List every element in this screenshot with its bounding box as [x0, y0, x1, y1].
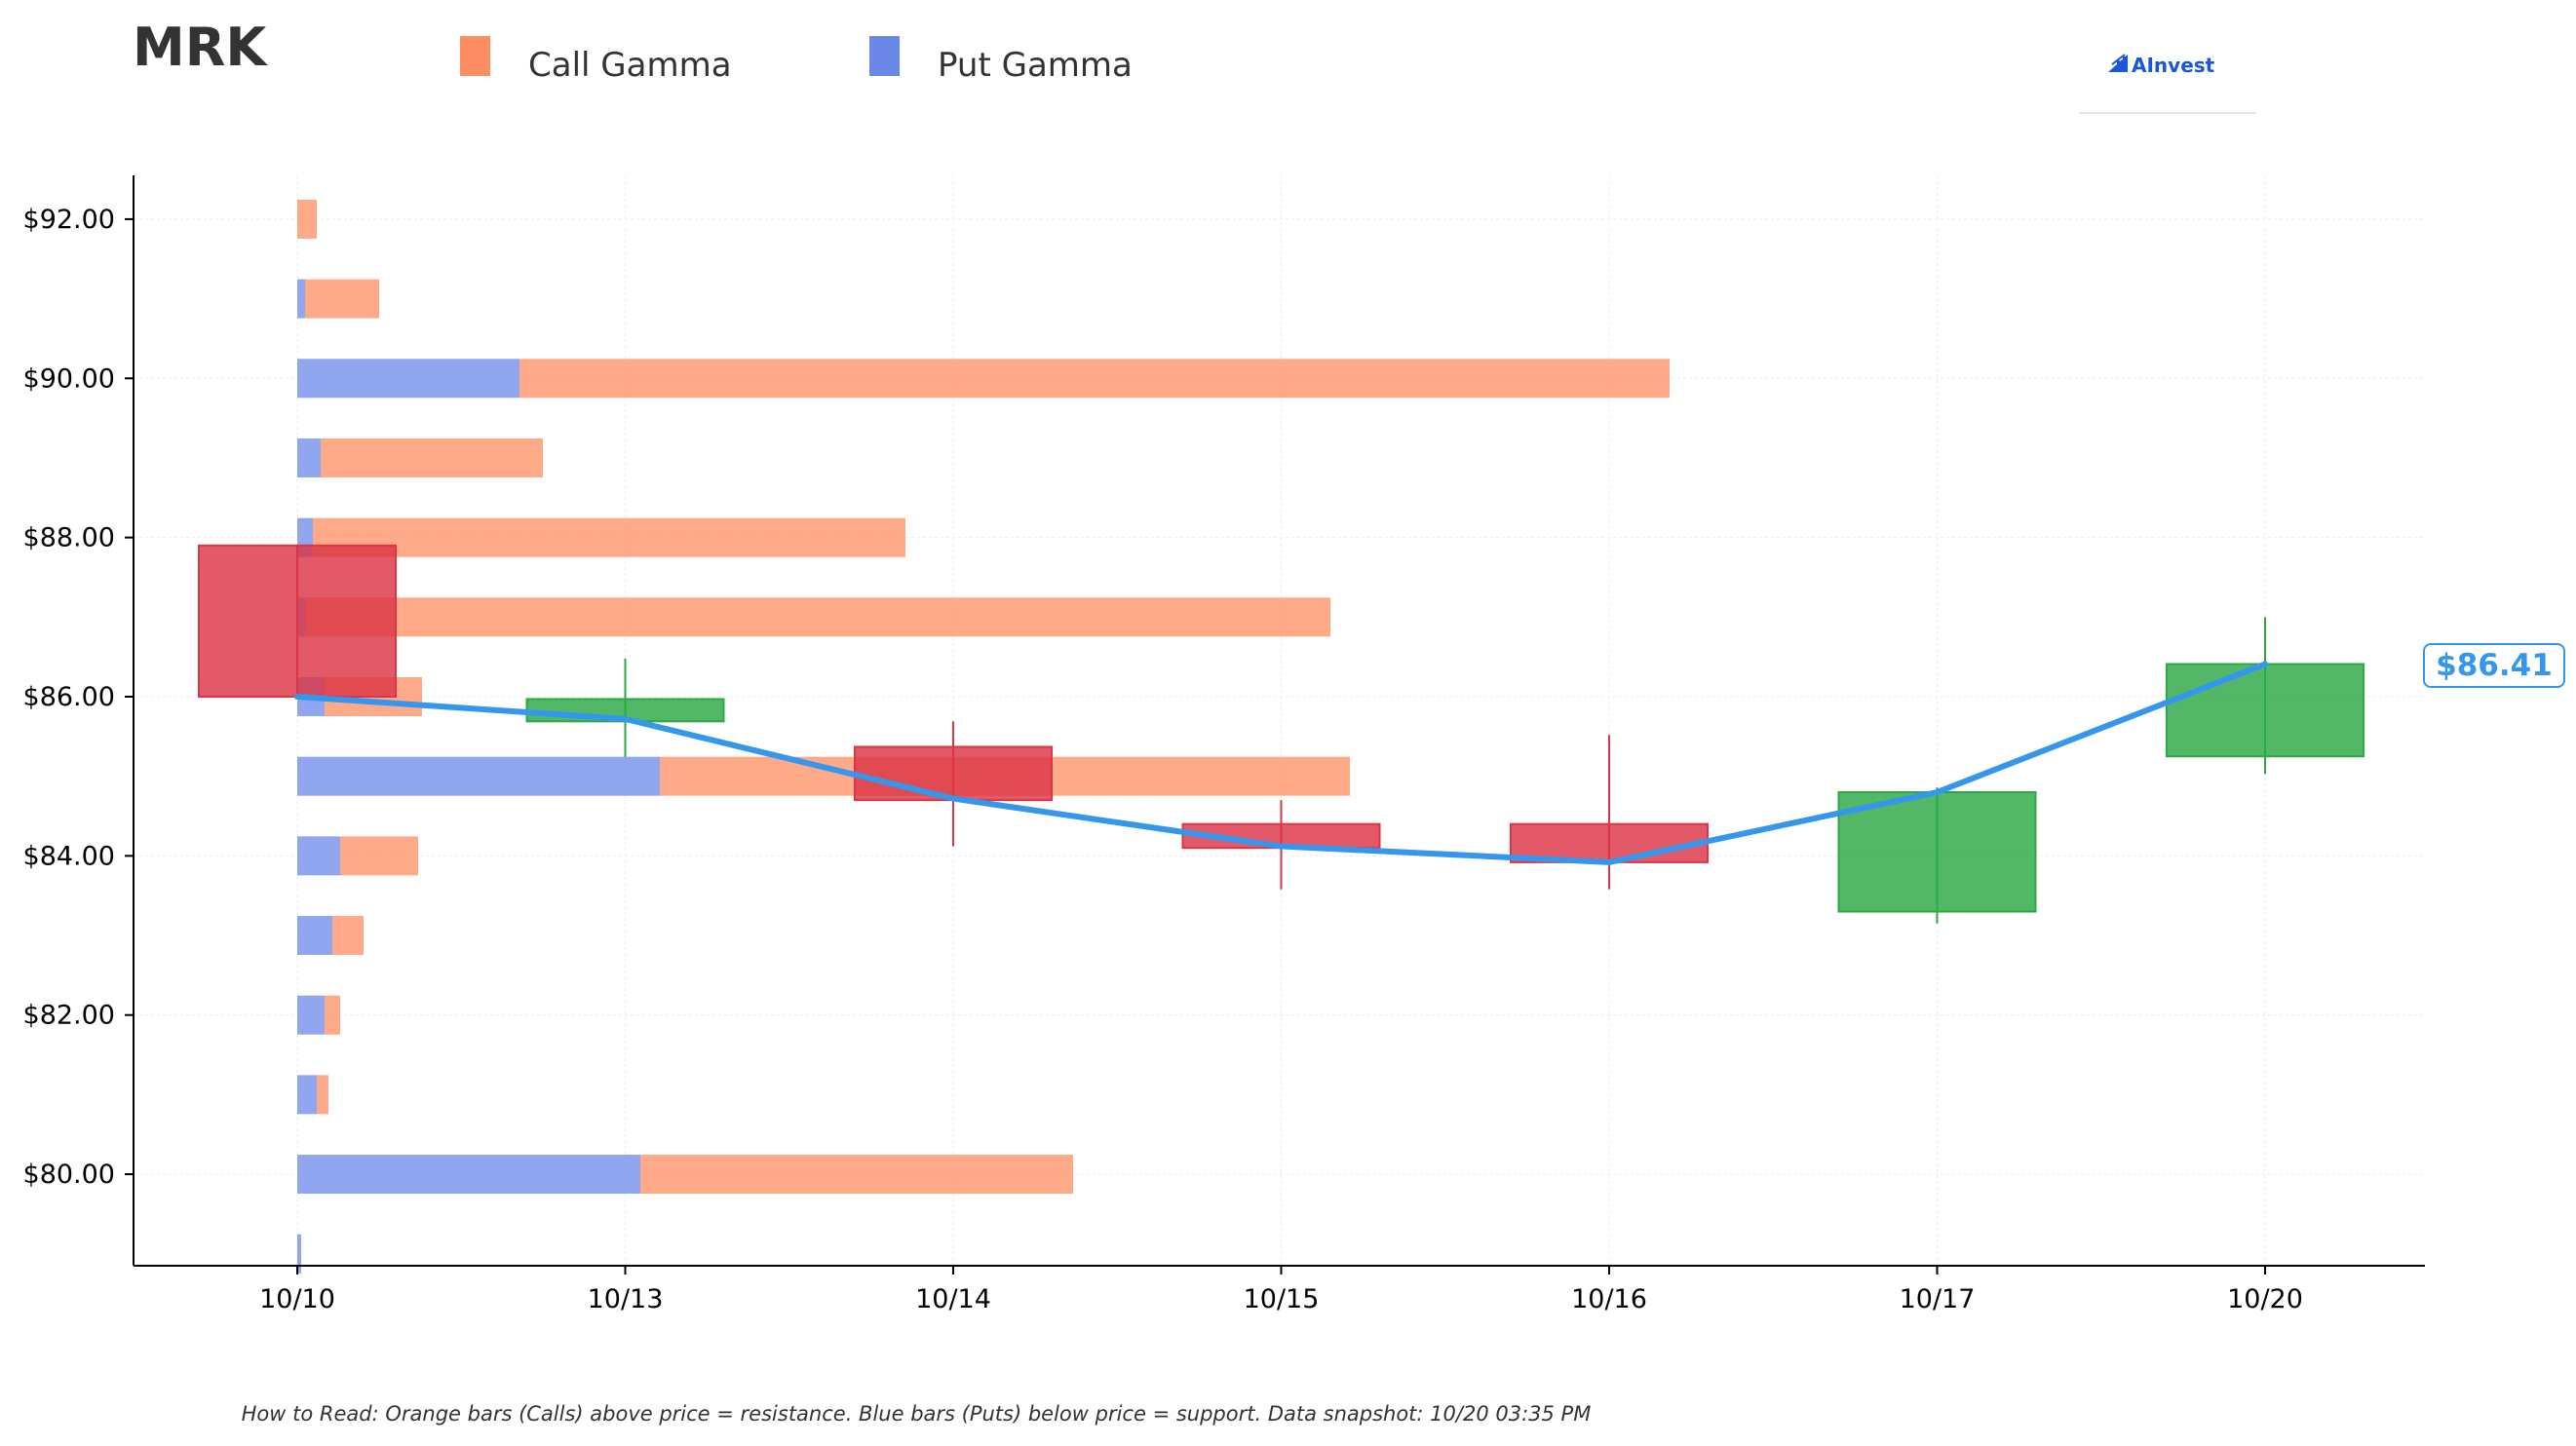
last-price-box — [2423, 643, 2565, 688]
put-gamma-bar — [297, 1155, 640, 1195]
candle-body — [1837, 791, 2037, 913]
call-gamma-bar — [519, 359, 1670, 399]
y-tick-label: $82.00 — [23, 1001, 115, 1031]
y-tick-label: $92.00 — [23, 205, 115, 235]
y-tick-label: $86.00 — [23, 682, 115, 712]
brand-logo: AInvest — [2079, 54, 2256, 114]
brand-name: AInvest — [2132, 54, 2215, 77]
legend-label-put: Put Gamma — [938, 46, 1133, 85]
y-tick-label: $90.00 — [23, 363, 115, 394]
ainvest-logo-icon — [2108, 54, 2128, 72]
axes — [133, 175, 2425, 1267]
last-price-tag: $86.41 — [2423, 643, 2565, 688]
candle-body — [2166, 663, 2365, 758]
legend-swatch-put — [869, 36, 900, 76]
candle-body — [198, 544, 397, 698]
y-tick-label: $88.00 — [23, 523, 115, 553]
price-line-group — [294, 661, 2268, 865]
call-gamma-bar — [325, 995, 340, 1035]
put-gamma-bar — [297, 279, 305, 319]
call-gamma-bar — [317, 1075, 328, 1115]
call-gamma-bar — [332, 916, 364, 956]
put-gamma-bar — [297, 438, 321, 477]
candle-body — [854, 745, 1053, 802]
footer-note: How to Read: Orange bars (Calls) above p… — [242, 1402, 1592, 1426]
put-gamma-bar — [297, 836, 340, 876]
legend-swatch-call — [460, 36, 490, 76]
call-gamma-bar — [297, 199, 317, 239]
gamma-bars — [297, 199, 1670, 1274]
x-tick-label: 10/10 — [259, 1284, 335, 1314]
x-tick-label: 10/15 — [1244, 1284, 1320, 1314]
grid — [134, 175, 2425, 1266]
put-gamma-bar — [297, 756, 660, 796]
y-ticks: $80.00 $82.00 $84.00 $86.00 $88.00 $90.00 $92.… — [23, 205, 134, 1190]
put-gamma-bar — [297, 1075, 317, 1115]
x-tick-label: 10/13 — [588, 1284, 664, 1314]
call-gamma-bar — [313, 517, 905, 557]
call-gamma-bar — [305, 597, 1330, 637]
x-ticks: 10/10 10/13 10/14 10/15 10/16 10/17 10/20 — [259, 1266, 2303, 1314]
legend: Call Gamma Put Gamma — [460, 36, 1133, 85]
x-tick-label: 10/16 — [1571, 1284, 1647, 1314]
call-gamma-bar — [340, 836, 418, 876]
y-tick-label: $84.00 — [23, 841, 115, 871]
put-gamma-bar — [297, 359, 519, 399]
legend-label-call: Call Gamma — [528, 46, 732, 85]
put-gamma-bar — [297, 995, 325, 1035]
x-tick-label: 10/17 — [1900, 1284, 1976, 1314]
x-tick-label: 10/14 — [915, 1284, 991, 1314]
put-gamma-bar — [297, 1234, 301, 1274]
last-price-label: $86.41 — [2436, 648, 2553, 683]
put-gamma-bar — [297, 916, 332, 956]
call-gamma-bar — [640, 1155, 1073, 1195]
call-gamma-bar — [305, 279, 379, 319]
y-tick-label: $80.00 — [23, 1160, 115, 1190]
call-gamma-bar — [321, 438, 543, 477]
x-tick-label: 10/20 — [2227, 1284, 2303, 1314]
ticker-title: MRK — [133, 17, 268, 78]
price-line — [294, 661, 2268, 865]
